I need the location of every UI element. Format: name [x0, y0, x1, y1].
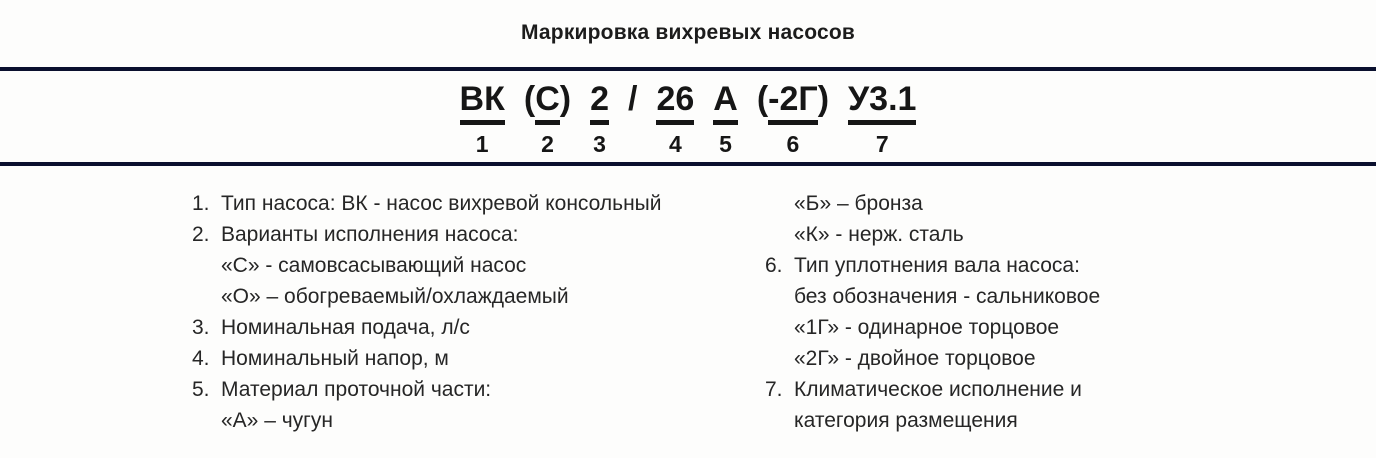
formula-code-underlined: А: [713, 82, 738, 125]
legend-item-text: «О» – обогреваемый/охлаждаемый: [221, 285, 569, 308]
formula-code-suffix: ): [559, 80, 572, 118]
legend-item: «С» - самовсасывающий насос: [192, 250, 737, 281]
legend-item-text: «1Г» - одинарное торцовое: [794, 316, 1060, 339]
formula-position-number: 1: [475, 131, 489, 157]
legend-item: «О» – обогреваемый/охлаждаемый: [192, 281, 737, 312]
legend-item-number: [192, 250, 221, 281]
legend: 1. Тип насоса: ВК - насос вихревой консол…: [0, 166, 1376, 436]
legend-item: 5. Материал проточной части:: [192, 374, 737, 405]
legend-item-text: без обозначения - сальниковое: [794, 285, 1101, 308]
legend-item: 4. Номинальный напор, м: [192, 343, 737, 374]
marking-formula: ВК 1 (С) 2 2 3/26 4 А 5 (-2Г) 6 У3.1 7: [0, 71, 1376, 157]
legend-item-number: [765, 219, 794, 250]
formula-code-prefix: (: [756, 80, 769, 118]
formula-code: У3.1: [848, 82, 917, 125]
legend-item-text: Тип уплотнения вала насоса:: [794, 254, 1080, 277]
legend-item-text: Климатическое исполнение и: [794, 378, 1082, 401]
divider-middle: [0, 162, 1376, 166]
legend-item-number: [192, 405, 221, 436]
legend-item-number: [765, 281, 794, 312]
page-title: Маркировка вихревых насосов: [520, 21, 856, 44]
formula-code: 26: [656, 82, 695, 125]
formula-segment: /: [628, 82, 637, 157]
legend-item: «К» - нерж. сталь: [765, 219, 1100, 250]
legend-left-column: 1. Тип насоса: ВК - насос вихревой консол…: [192, 188, 737, 436]
formula-position-number: 6: [786, 131, 800, 157]
formula-code-prefix: (: [523, 80, 536, 118]
formula-code-underlined: У3.1: [848, 82, 917, 125]
legend-item-text: «2Г» - двойное торцовое: [794, 347, 1036, 370]
formula-code: (С): [524, 82, 571, 125]
legend-item: «А» – чугун: [192, 405, 737, 436]
formula-segment: (-2Г) 6: [757, 82, 829, 157]
legend-item: 1. Тип насоса: ВК - насос вихревой консол…: [192, 188, 737, 219]
formula-code: А: [713, 82, 738, 125]
legend-item-text: Номинальная подача, л/с: [221, 316, 470, 339]
legend-item-number: [765, 312, 794, 343]
formula-position-number: 5: [719, 131, 732, 157]
legend-item-number: [765, 188, 794, 219]
legend-item-number: [765, 343, 794, 374]
legend-item-text: «А» – чугун: [221, 409, 333, 432]
legend-item: 3. Номинальная подача, л/с: [192, 312, 737, 343]
formula-code: /: [628, 82, 637, 125]
formula-code: (-2Г): [757, 82, 829, 125]
legend-right-column: «Б» – бронза «К» - нерж. сталь 6. Тип уплот…: [765, 188, 1100, 436]
formula-position-number: 4: [668, 131, 682, 157]
formula-code-underlined: 26: [656, 82, 695, 125]
legend-item-number: 1.: [192, 192, 210, 215]
legend-item: 7. Климатическое исполнение и: [765, 374, 1100, 405]
legend-item-text: «С» - самовсасывающий насос: [221, 254, 527, 277]
formula-segment: У3.1 7: [848, 82, 917, 157]
legend-item: 2. Варианты исполнения насоса:: [192, 219, 737, 250]
legend-item-number: 3.: [192, 316, 210, 339]
formula-code-underlined: 2: [590, 82, 609, 125]
legend-item: «1Г» - одинарное торцовое: [765, 312, 1100, 343]
formula-code-underlined: -2Г: [768, 82, 818, 125]
formula-segment: 26 4: [656, 82, 695, 157]
legend-item-text: «К» - нерж. сталь: [794, 223, 964, 246]
formula-position-number: 3: [593, 131, 606, 157]
legend-item-text: Тип насоса: ВК - насос вихревой консольн…: [221, 192, 662, 215]
formula-segment: ВК 1: [459, 82, 505, 157]
formula-code: ВК: [459, 82, 505, 125]
formula-position-number: 7: [875, 131, 889, 157]
legend-item-number: [765, 405, 794, 436]
legend-item-number: 5.: [192, 378, 210, 401]
legend-item-number: 4.: [192, 347, 210, 370]
formula-code-underlined: С: [535, 82, 560, 125]
legend-item-number: 6.: [765, 254, 783, 277]
formula-code-underlined: ВК: [459, 82, 505, 125]
formula-segment: (С) 2: [524, 82, 571, 157]
legend-item-number: 2.: [192, 223, 210, 246]
legend-item: «2Г» - двойное торцовое: [765, 343, 1100, 374]
formula-code-plain: /: [628, 80, 638, 118]
legend-item-number: 7.: [765, 378, 783, 401]
legend-item-text: Варианты исполнения насоса:: [221, 223, 519, 246]
legend-item-text: Материал проточной части:: [221, 378, 492, 401]
formula-code: 2: [590, 82, 609, 125]
formula-code-suffix: ): [817, 80, 830, 118]
legend-item-number: [192, 281, 221, 312]
legend-item-text: Номинальный напор, м: [221, 347, 449, 370]
legend-item: категория размещения: [765, 405, 1100, 436]
legend-item: 6. Тип уплотнения вала насоса:: [765, 250, 1100, 281]
legend-item-text: категория размещения: [794, 409, 1018, 432]
legend-item: без обозначения - сальниковое: [765, 281, 1100, 312]
legend-item: «Б» – бронза: [765, 188, 1100, 219]
divider-top: [0, 67, 1376, 71]
formula-position-number: 2: [541, 131, 554, 157]
legend-item-text: «Б» – бронза: [794, 192, 923, 215]
